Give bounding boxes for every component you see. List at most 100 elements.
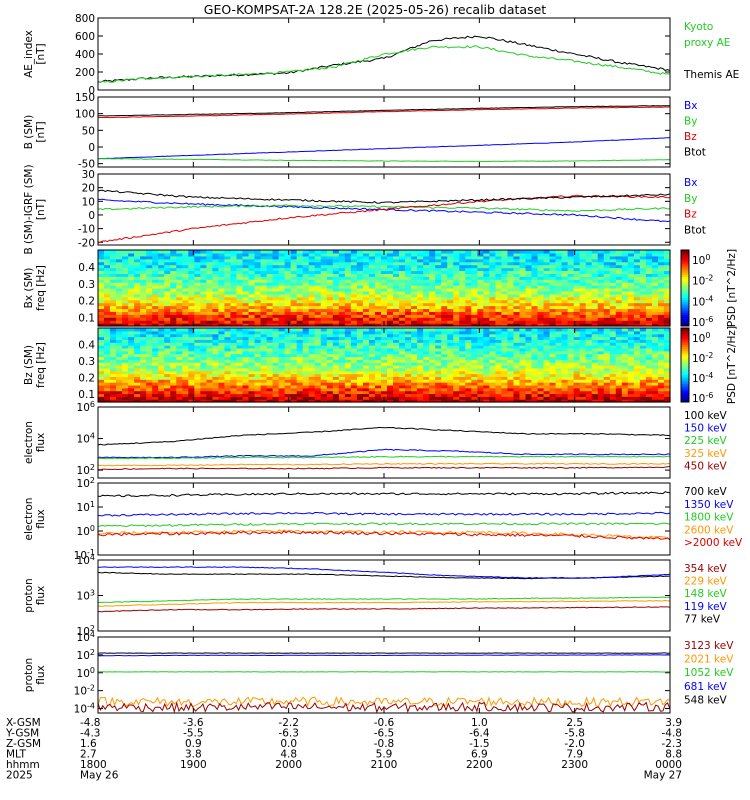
spectrogram-cell: [254, 261, 262, 266]
spectrogram-cell: [254, 359, 262, 363]
spectrogram-cell: [393, 359, 400, 363]
spectrogram-cell: [362, 359, 370, 363]
spectrogram-cell: [236, 384, 244, 389]
spectrogram-cell: [344, 396, 352, 400]
spectrogram-cell: [645, 250, 653, 254]
spectrogram-cell: [663, 255, 671, 260]
spectrogram-cell: [260, 317, 268, 321]
spectrogram-cell: [609, 393, 617, 397]
spectrogram-cell: [561, 387, 569, 392]
spectrogram-cell: [465, 390, 472, 395]
spectrogram-cell: [471, 288, 478, 292]
spectrogram-cell: [393, 255, 400, 260]
spectrogram-cell: [633, 293, 641, 298]
spectrogram-cell: [356, 305, 364, 310]
spectrogram-cell: [212, 276, 220, 280]
spectrogram-cell: [296, 379, 304, 383]
spectrogram-cell: [218, 328, 226, 332]
spectrogram-cell: [507, 290, 515, 295]
spectrogram-cell: [164, 342, 171, 346]
spectrogram-cell: [489, 311, 496, 315]
spectrogram-cell: [507, 285, 515, 289]
spectrogram-cell: [176, 356, 183, 360]
spectrogram-cell: [537, 347, 545, 352]
spectrogram-cell: [507, 350, 515, 355]
spectrogram-cell: [290, 320, 298, 324]
spectrogram-cell: [549, 370, 557, 375]
spectrogram-cell: [362, 387, 370, 392]
spectrogram-cell: [104, 317, 111, 321]
spectrogram-cell: [513, 250, 521, 254]
y-axis-label: [nT]: [35, 121, 47, 142]
spectrogram-cell: [260, 267, 268, 272]
spectrogram-cell: [272, 285, 280, 289]
spectrogram-cell: [212, 308, 220, 312]
spectrogram-cell: [591, 320, 599, 324]
spectrogram-cell: [495, 333, 503, 338]
spectrogram-cell: [128, 350, 135, 355]
spectrogram-cell: [380, 317, 388, 321]
spectrogram-cell: [387, 387, 394, 392]
spectrogram-cell: [272, 282, 280, 286]
spectrogram-cell: [507, 373, 515, 377]
spectrogram-cell: [134, 390, 141, 395]
spectrogram-cell: [248, 359, 256, 363]
spectrogram-cell: [128, 270, 135, 274]
spectrogram-cell: [374, 270, 382, 274]
spectrogram-cell: [248, 376, 256, 380]
spectrogram-cell: [176, 384, 183, 389]
spectrogram-cell: [308, 379, 316, 383]
spectrogram-cell: [110, 282, 117, 286]
spectrogram-cell: [98, 276, 105, 280]
spectrogram-cell: [356, 356, 364, 360]
spectrogram-cell: [218, 362, 226, 366]
spectrogram-cell: [152, 255, 159, 260]
spectrogram-cell: [621, 305, 629, 310]
series-line-2: [97, 194, 671, 244]
spectrogram-cell: [236, 350, 244, 355]
spectrogram-cell: [338, 390, 346, 395]
spectrogram-cell: [314, 267, 322, 272]
spectrogram-cell: [188, 264, 195, 269]
spectrogram-cell: [609, 356, 617, 360]
spectrogram-cell: [380, 339, 388, 343]
spectrogram-cell: [230, 276, 238, 280]
spectrogram-cell: [344, 356, 352, 360]
spectrogram-cell: [423, 365, 430, 369]
spectrogram-cell: [176, 276, 183, 280]
spectrogram-cell: [417, 252, 424, 257]
spectrogram-cell: [362, 370, 370, 375]
spectrogram-cell: [326, 323, 334, 327]
spectrogram-cell: [170, 317, 177, 321]
spectrogram-cell: [489, 336, 496, 340]
spectrogram-cell: [230, 261, 238, 266]
spectrogram-cell: [555, 314, 563, 318]
spectrogram-cell: [134, 290, 141, 295]
spectrogram-cell: [507, 393, 515, 397]
spectrogram-cell: [591, 255, 599, 260]
spectrogram-cell: [411, 258, 418, 263]
spectrogram-cell: [308, 393, 316, 397]
spectrogram-cell: [393, 323, 400, 327]
spectrogram-cell: [290, 258, 298, 263]
spectrogram-cell: [411, 373, 418, 377]
spectrogram-cell: [374, 382, 382, 386]
spectrogram-cell: [423, 390, 430, 395]
spectrogram-cell: [242, 308, 250, 312]
spectrogram-cell: [609, 320, 617, 324]
spectrogram-cell: [447, 296, 454, 301]
spectrogram-cell: [296, 261, 304, 266]
spectrogram-cell: [387, 270, 394, 274]
spectrogram-cell: [603, 347, 611, 352]
spectrogram-cell: [158, 356, 165, 360]
spectrogram-cell: [344, 387, 352, 392]
spectrogram-cell: [110, 359, 117, 363]
spectrogram-cell: [627, 299, 635, 304]
spectrogram-cell: [603, 362, 611, 366]
spectrogram-cell: [417, 367, 424, 372]
spectrogram-cell: [188, 314, 195, 318]
spectrogram-cell: [170, 353, 177, 358]
colorbar-step: [681, 261, 689, 264]
spectrogram-cell: [200, 370, 207, 375]
spectrogram-cell: [615, 308, 623, 312]
